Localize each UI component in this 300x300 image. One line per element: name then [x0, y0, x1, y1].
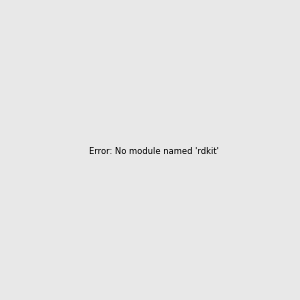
Text: Error: No module named 'rdkit': Error: No module named 'rdkit' — [89, 147, 219, 156]
